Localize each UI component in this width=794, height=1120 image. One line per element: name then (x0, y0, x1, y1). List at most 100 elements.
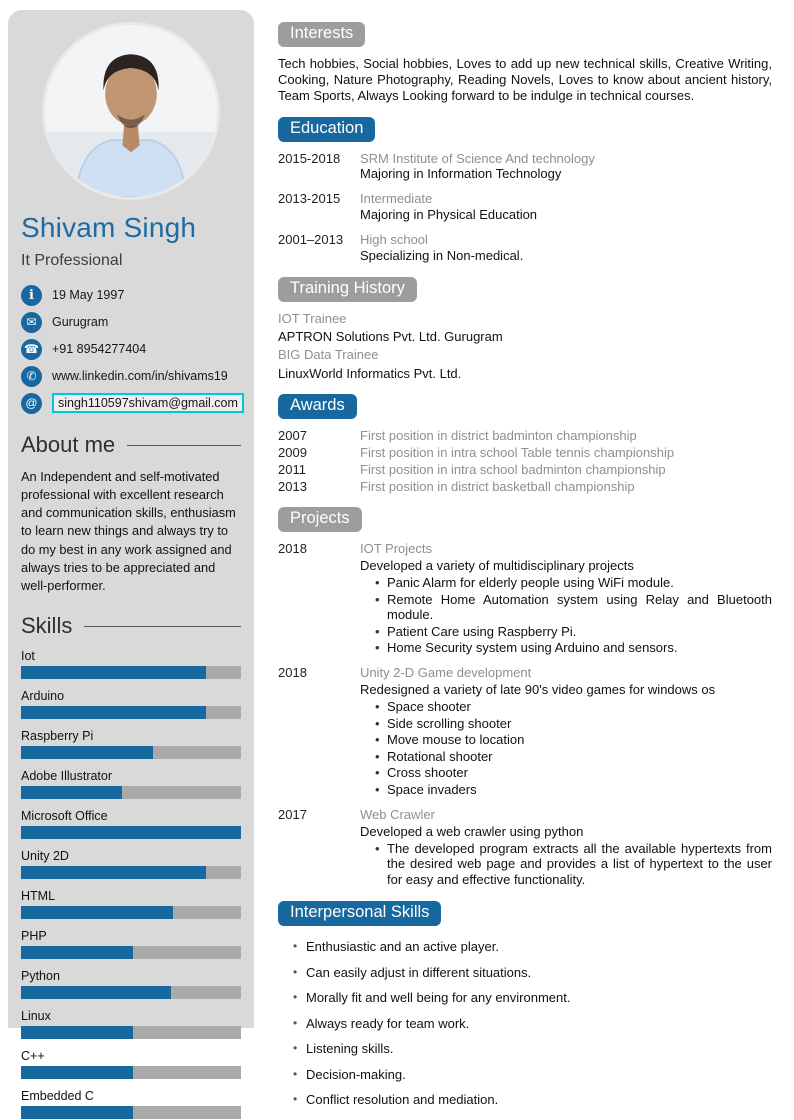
skill-label: C++ (21, 1049, 45, 1064)
contact-linkedin[interactable]: ✆ www.linkedin.com/in/shivams19 (21, 365, 241, 387)
skill-linux: Linux (21, 1009, 241, 1040)
award-year: 2011 (278, 462, 306, 478)
section-education: Education 2015-2018 SRM Institute of Sci… (278, 116, 772, 264)
mail-icon: ✉ (21, 311, 42, 333)
education-major: Majoring in Physical Education (360, 207, 538, 223)
skill-bar (21, 746, 241, 760)
award-year: 2009 (278, 445, 307, 461)
project-bullet: Side scrolling shooter (374, 716, 772, 732)
training-heading: Training History (278, 276, 417, 302)
skill-label: PHP (21, 929, 47, 944)
sidebar: Shivam Singh It Professional i 19 May 19… (8, 10, 254, 1120)
project-bullet: Rotational shooter (374, 749, 772, 765)
contact-phone: ☎ +91 8954277404 (21, 338, 241, 360)
contact-location: ✉ Gurugram (21, 311, 241, 333)
skill-bar (21, 1106, 241, 1120)
interpersonal-item: Can easily adjust in different situation… (292, 965, 772, 980)
project-bullet: Panic Alarm for elderly people using WiF… (374, 575, 772, 591)
about-heading: About me (21, 432, 241, 458)
project-entry: 2018 Unity 2-D Game development Redesign… (278, 665, 772, 799)
contact-phone-text: +91 8954277404 (52, 342, 147, 356)
award-text: First position in intra school badminton… (360, 462, 666, 478)
skill-label: Adobe Illustrator (21, 769, 113, 784)
project-title: IOT Projects (360, 541, 433, 557)
contact-email[interactable]: @ singh110597shivam@gmail.com (21, 392, 244, 414)
interpersonal-item: Decision-making. (292, 1067, 772, 1082)
project-title: Unity 2-D Game development (360, 665, 532, 681)
project-bullet: Patient Care using Raspberry Pi. (374, 624, 772, 640)
skill-bar (21, 706, 241, 720)
person-title: It Professional (21, 252, 123, 269)
education-date: 2001–2013 (278, 232, 344, 248)
interests-text: Tech hobbies, Social hobbies, Loves to a… (278, 56, 772, 103)
skill-embedded-c: Embedded C (21, 1089, 241, 1120)
section-training-history: Training History IOT Trainee APTRON Solu… (278, 276, 772, 381)
skill-label: HTML (21, 889, 56, 904)
about-text: An Independent and self-motivated profes… (21, 469, 236, 593)
contact-linkedin-text[interactable]: www.linkedin.com/in/shivams19 (52, 369, 228, 383)
project-title: Web Crawler (360, 806, 435, 822)
interpersonal-heading: Interpersonal Skills (278, 901, 442, 927)
skills-heading-text: Skills (21, 613, 73, 639)
project-description: Redesigned a variety of late 90's video … (360, 682, 716, 698)
education-heading: Education (278, 116, 376, 142)
training-company: APTRON Solutions Pvt. Ltd. Gurugram (278, 329, 503, 345)
contact-birthdate-text: 19 May 1997 (52, 288, 125, 302)
project-bullet: Move mouse to location (374, 732, 772, 748)
skill-bar (21, 986, 241, 1000)
info-icon: i (21, 284, 42, 306)
skill-label: Python (21, 969, 60, 984)
person-name: Shivam Singh (21, 212, 197, 243)
skill-bar (21, 666, 241, 680)
skill-html: HTML (21, 889, 241, 920)
award-row: 2013 First position in district basketba… (278, 479, 772, 494)
skill-microsoft-office: Microsoft Office (21, 809, 241, 840)
skill-raspberry-pi: Raspberry Pi (21, 729, 241, 760)
project-bullet-list: The developed program extracts all the a… (374, 841, 772, 888)
project-description: Developed a variety of multidisciplinary… (360, 558, 634, 574)
award-text: First position in district badminton cha… (360, 428, 637, 444)
skill-adobe-illustrator: Adobe Illustrator (21, 769, 241, 800)
education-row: 2001–2013 High school Specializing in No… (278, 232, 772, 264)
project-bullet-list: Panic Alarm for elderly people using WiF… (374, 575, 772, 656)
skill-bar (21, 906, 241, 920)
interpersonal-item: Enthusiastic and an active player. (292, 939, 772, 954)
interests-heading: Interests (278, 22, 366, 47)
contact-list: i 19 May 1997 ✉ Gurugram ☎ +91 895427740… (21, 284, 244, 414)
education-date: 2015-2018 (278, 150, 341, 166)
award-row: 2011 First position in intra school badm… (278, 462, 772, 477)
handset-icon: ✆ (21, 365, 42, 387)
award-row: 2007 First position in district badminto… (278, 428, 772, 443)
skills-heading: Skills (21, 613, 241, 639)
heading-rule (127, 444, 241, 446)
contact-email-text[interactable]: singh110597shivam@gmail.com (52, 393, 244, 413)
education-major: Specializing in Non-medical. (360, 247, 524, 263)
main-content: Interests Tech hobbies, Social hobbies, … (278, 22, 772, 1120)
skill-bar (21, 826, 241, 840)
interpersonal-item: Always ready for team work. (292, 1016, 772, 1031)
award-row: 2009 First position in intra school Tabl… (278, 445, 772, 460)
skill-label: Embedded C (21, 1089, 94, 1104)
awards-heading: Awards (278, 394, 357, 420)
award-text: First position in district basketball ch… (360, 479, 635, 495)
skill-bar (21, 1026, 241, 1040)
training-role: BIG Data Trainee (278, 347, 379, 363)
interpersonal-item: Conflict resolution and mediation. (292, 1092, 772, 1107)
skill-label: Iot (21, 649, 35, 664)
education-institution: SRM Institute of Science And technology (360, 150, 595, 166)
project-year: 2018 (278, 541, 307, 557)
skill-bar (21, 786, 241, 800)
skill-iot: Iot (21, 649, 241, 680)
skill-bar (21, 946, 241, 960)
project-bullet: Space shooter (374, 699, 772, 715)
skill-unity-2d: Unity 2D (21, 849, 241, 880)
project-bullet: The developed program extracts all the a… (374, 841, 772, 888)
avatar (45, 25, 217, 197)
skill-python: Python (21, 969, 241, 1000)
interpersonal-list: Enthusiastic and an active player. Can e… (292, 939, 772, 1107)
project-bullet: Home Security system using Arduino and s… (374, 640, 772, 656)
award-year: 2013 (278, 479, 307, 495)
project-bullet: Space invaders (374, 782, 772, 798)
heading-rule (84, 625, 241, 627)
skill-arduino: Arduino (21, 689, 241, 720)
